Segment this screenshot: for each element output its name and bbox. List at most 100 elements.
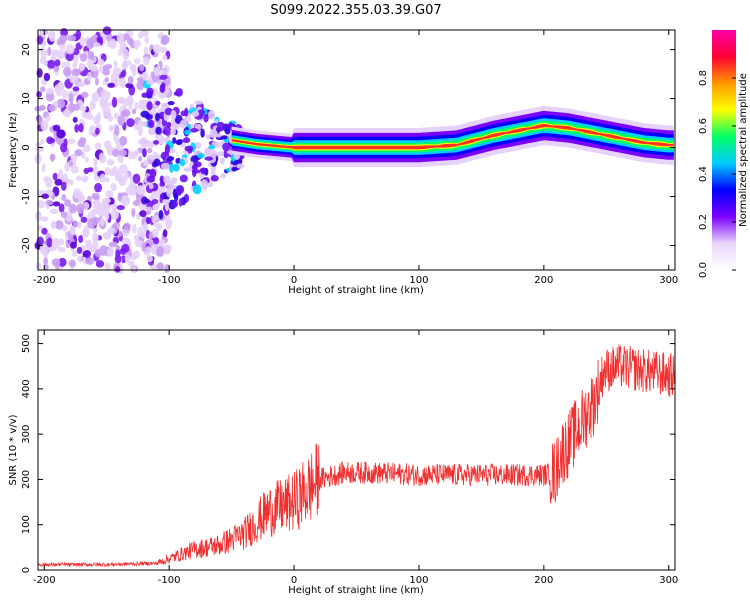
- noise-blob: [49, 208, 59, 215]
- transition-blob: [187, 147, 193, 154]
- transition-blob: [217, 121, 225, 132]
- transition-blob: [173, 200, 178, 208]
- noise-blob: [139, 63, 145, 72]
- snr-y-ticks: 0 100 200 300 400 500: [21, 334, 675, 573]
- transition-blob: [143, 198, 151, 204]
- transition-blob: [144, 206, 153, 211]
- noise-blob: [72, 86, 80, 92]
- noise-blob: [39, 243, 49, 255]
- noise-blob: [40, 79, 48, 86]
- noise-blob: [126, 95, 133, 104]
- noise-blob: [93, 175, 100, 182]
- transition-blob: [160, 102, 170, 109]
- noise-blob: [51, 258, 61, 267]
- noise-blob: [72, 62, 77, 69]
- noise-blob: [137, 32, 144, 39]
- noise-blob: [102, 102, 110, 108]
- noise-blob: [78, 123, 84, 133]
- noise-blob: [68, 259, 76, 268]
- noise-blob: [95, 127, 100, 135]
- transition-blob: [208, 144, 216, 150]
- noise-blob: [99, 245, 109, 256]
- noise-blob: [61, 193, 67, 202]
- noise-blob: [99, 173, 107, 183]
- noise-blob: [121, 61, 129, 70]
- noise-blob: [70, 165, 79, 174]
- noise-blob: [152, 237, 160, 245]
- noise-blob: [132, 223, 137, 234]
- colorbar-tick-label: 0.8: [698, 70, 709, 86]
- noise-blob: [85, 257, 95, 265]
- noise-blob: [142, 56, 150, 66]
- noise-blob: [131, 208, 136, 218]
- y-tick-label: 10: [21, 92, 32, 105]
- noise-blob: [110, 209, 120, 220]
- noise-blob: [127, 150, 133, 160]
- noise-blob: [78, 196, 84, 203]
- noise-blob: [118, 149, 128, 157]
- transition-blob: [197, 109, 205, 116]
- transition-blob: [179, 174, 188, 183]
- ridge-band: [231, 122, 674, 151]
- noise-blob: [138, 155, 143, 162]
- transition-blob: [164, 201, 170, 212]
- noise-blob: [83, 167, 90, 175]
- noise-blob: [152, 204, 159, 211]
- snr-series-line: [37, 344, 676, 568]
- transition-blob: [193, 161, 198, 172]
- spectrogram-y-ticks: -20 -10 0 10 20: [21, 43, 675, 254]
- noise-blob: [111, 96, 118, 108]
- noise-blob: [76, 81, 86, 88]
- noise-blob: [139, 210, 147, 218]
- noise-blob: [68, 102, 76, 113]
- x-tick-label: 200: [534, 275, 553, 286]
- noise-blob: [102, 26, 112, 35]
- noise-blob: [121, 195, 130, 206]
- noise-blob: [70, 153, 78, 162]
- noise-blob: [158, 135, 166, 144]
- transition-blob: [146, 87, 154, 96]
- noise-blob: [117, 192, 123, 202]
- noise-blob: [101, 198, 111, 204]
- noise-blob: [124, 253, 131, 264]
- noise-blob: [118, 77, 126, 88]
- x-tick-label: -200: [33, 275, 56, 286]
- noise-blob: [48, 104, 56, 112]
- noise-blob: [60, 211, 68, 219]
- x-tick-label: -100: [158, 575, 181, 586]
- noise-blob: [77, 139, 86, 148]
- noise-blob: [117, 97, 125, 104]
- transition-blob: [175, 139, 183, 146]
- spectrogram-x-label: Height of straight line (km): [288, 285, 424, 296]
- noise-blob: [97, 58, 105, 66]
- noise-blob: [78, 235, 84, 244]
- spectrogram-marks: [34, 26, 674, 275]
- noise-blob: [65, 51, 74, 62]
- noise-blob: [121, 243, 130, 253]
- noise-blob: [102, 231, 112, 240]
- noise-blob: [75, 29, 82, 40]
- noise-blob: [107, 115, 114, 122]
- noise-blob: [94, 142, 102, 150]
- transition-blob: [163, 175, 171, 184]
- noise-blob: [117, 49, 123, 56]
- noise-blob: [94, 77, 99, 86]
- noise-blob: [36, 200, 46, 209]
- noise-blob: [122, 98, 128, 109]
- transition-blob: [146, 101, 153, 111]
- noise-blob: [133, 234, 139, 241]
- noise-blob: [79, 53, 88, 62]
- noise-blob: [70, 241, 77, 249]
- noise-blob: [143, 46, 149, 55]
- noise-blob: [54, 220, 64, 230]
- colorbar-tick-label: 0.4: [698, 166, 709, 182]
- noise-blob: [131, 67, 137, 77]
- transition-blob: [224, 128, 231, 135]
- noise-blob: [93, 157, 98, 167]
- colorbar-label: Normalized spectral amplitude: [738, 73, 749, 227]
- transition-blob: [173, 91, 180, 96]
- noise-blob: [52, 172, 58, 181]
- transition-blob: [160, 162, 170, 171]
- noise-blob: [43, 264, 49, 271]
- noise-blob: [131, 108, 137, 115]
